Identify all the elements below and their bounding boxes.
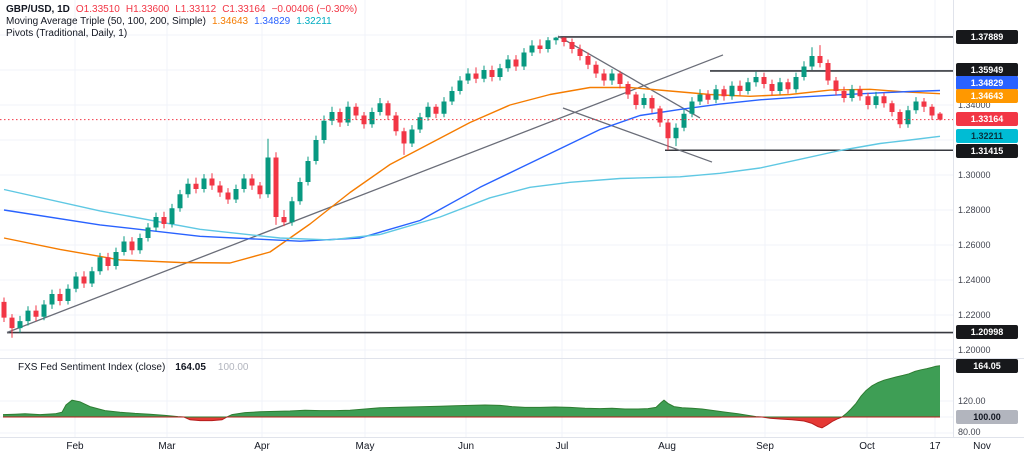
legend-sentiment-row[interactable]: FXS Fed Sentiment Index (close) 164.05 1… <box>18 362 248 373</box>
price-axis-tick: 1.20000 <box>958 345 991 355</box>
time-axis-label: Apr <box>254 441 270 452</box>
ma-values: 1.34643 1.34829 1.32211 <box>212 16 338 27</box>
price-label-badge: 1.20998 <box>956 325 1018 339</box>
ohlc-high: H1.33600 <box>125 4 170 15</box>
main-legend: GBP/USD, 1D O1.33510 H1.33600 L1.33112 C… <box>6 4 357 40</box>
sentiment-baseline-value: 100.00 <box>217 362 249 373</box>
price-label-badge: 1.37889 <box>956 30 1018 44</box>
price-axis-tick: 1.26000 <box>958 240 991 250</box>
ohlc-open: O1.33510 <box>75 4 120 15</box>
time-axis-separator <box>0 437 1024 438</box>
price-label-badge: 1.31415 <box>956 144 1018 158</box>
time-axis-label: Sep <box>756 441 774 452</box>
pivots-indicator-title: Pivots (Traditional, Daily, 1) <box>6 28 128 39</box>
price-label-badge: 1.34829 <box>956 76 1018 90</box>
sentiment-value: 164.05 <box>175 362 206 373</box>
price-axis-tick: 120.00 <box>958 396 986 406</box>
price-axis-tick: 1.34000 <box>958 100 991 110</box>
time-axis-label: Mar <box>158 441 176 452</box>
price-axis-tick: 1.22000 <box>958 310 991 320</box>
time-axis-label: Nov <box>973 441 991 452</box>
price-axis-tick: 80.00 <box>958 427 981 437</box>
price-axis-separator <box>953 0 954 437</box>
time-axis-label: May <box>355 441 375 452</box>
price-label-badge: 1.33164 <box>956 112 1018 126</box>
time-axis-label: 17 <box>929 441 941 452</box>
ma-value: 1.32211 <box>296 16 332 27</box>
time-axis-label: Jul <box>555 441 569 452</box>
ma-indicator-title: Moving Average Triple (50, 100, 200, Sim… <box>6 16 206 27</box>
ohlc-low: L1.33112 <box>175 4 217 15</box>
price-label-badge: 1.34643 <box>956 89 1018 103</box>
legend-symbol-row[interactable]: GBP/USD, 1D O1.33510 H1.33600 L1.33112 C… <box>6 4 357 15</box>
price-axis-tick: 1.24000 <box>958 275 991 285</box>
ma-value: 1.34643 <box>211 16 249 27</box>
price-label-badge: 1.35949 <box>956 63 1018 77</box>
price-label-badge: 164.05 <box>956 359 1018 373</box>
pane-separator[interactable] <box>0 358 1024 359</box>
ma-value: 1.34829 <box>254 16 291 27</box>
price-axis-tick: 1.30000 <box>958 170 991 180</box>
symbol-title: GBP/USD, 1D <box>6 4 70 15</box>
price-axis-tick: 1.28000 <box>958 205 991 215</box>
time-axis-label: Jun <box>457 441 475 452</box>
price-change: −0.00406 (−0.30%) <box>271 4 358 15</box>
price-label-badge: 100.00 <box>956 410 1018 424</box>
legend-ma-row[interactable]: Moving Average Triple (50, 100, 200, Sim… <box>6 16 357 27</box>
legend-pivots-row[interactable]: Pivots (Traditional, Daily, 1) <box>6 28 357 39</box>
time-axis-label: Feb <box>66 441 84 452</box>
ohlc-close: C1.33164 <box>222 4 266 15</box>
time-axis-label: Aug <box>658 441 676 452</box>
indicator-legend: FXS Fed Sentiment Index (close) 164.05 1… <box>18 362 248 374</box>
time-axis-label: Oct <box>859 441 875 452</box>
price-label-badge: 1.32211 <box>956 129 1018 143</box>
sentiment-indicator-title: FXS Fed Sentiment Index (close) <box>18 362 166 373</box>
